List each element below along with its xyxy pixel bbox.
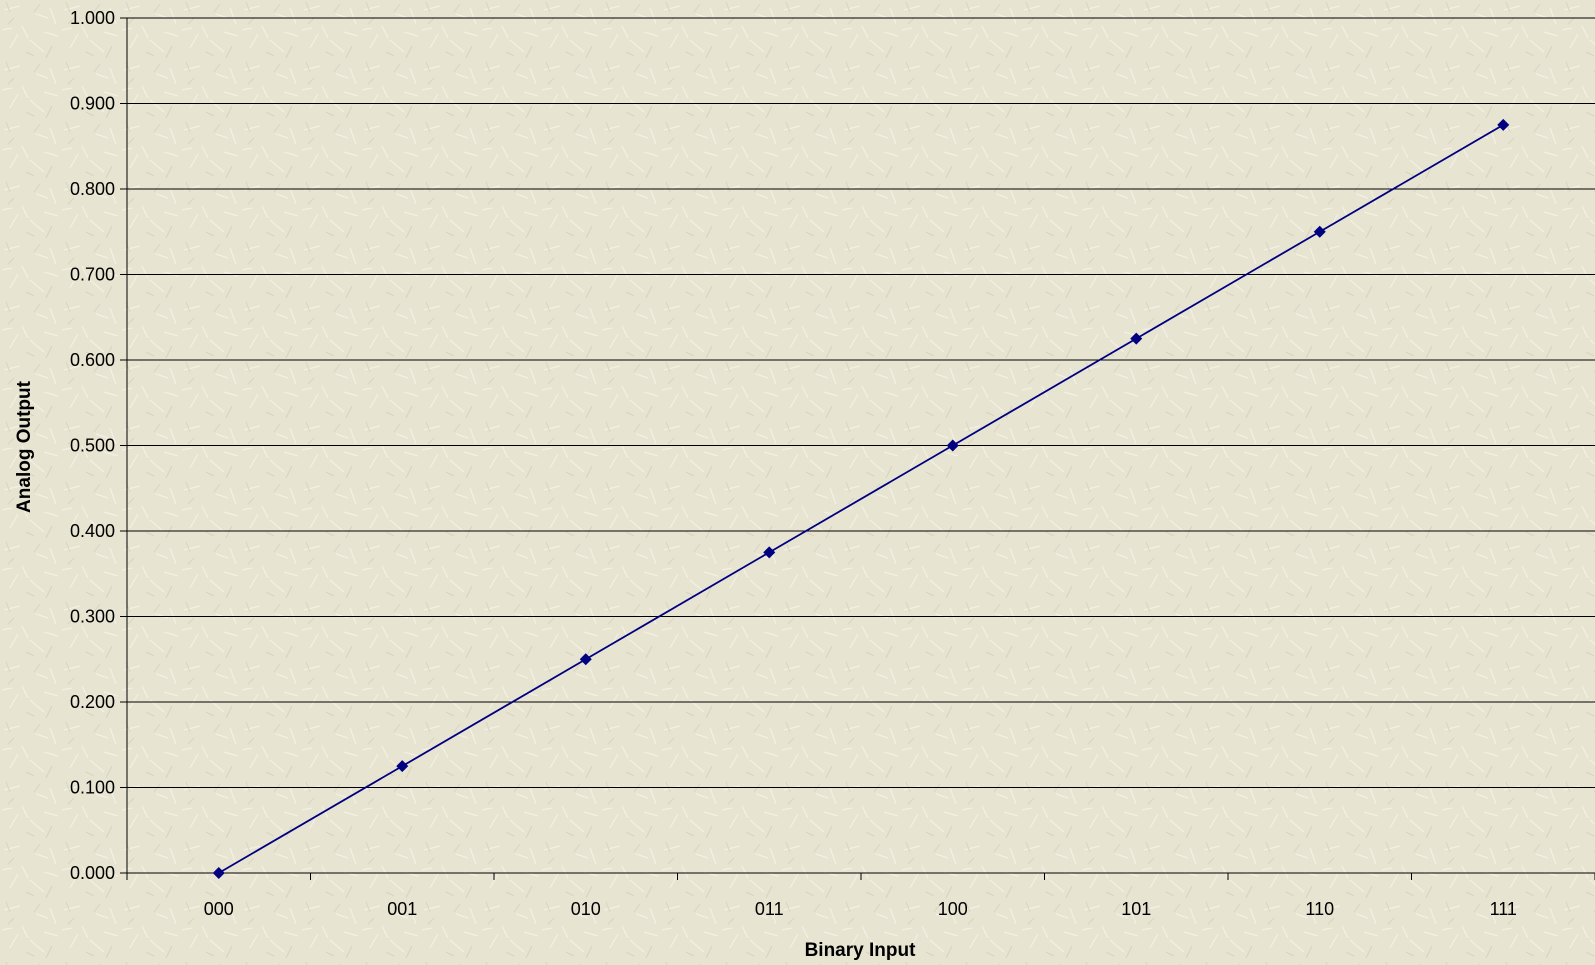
series-group <box>212 118 1510 879</box>
series-line <box>218 124 1504 874</box>
y-tick-label: 0.800 <box>70 179 115 199</box>
y-tick-label: 0.500 <box>70 436 115 456</box>
x-tick-label: 100 <box>938 899 968 919</box>
x-tick-label: 111 <box>1490 899 1517 919</box>
y-tick-label: 0.700 <box>70 265 115 285</box>
x-tick-label: 110 <box>1305 899 1334 919</box>
tick-labels: 0.000 0.100 0.200 0.300 0.400 0.500 0.600 0.700… <box>70 8 1517 919</box>
x-axis-title: Binary Input <box>805 940 917 961</box>
x-tick-label: 000 <box>204 899 234 919</box>
data-point-marker <box>1497 118 1510 131</box>
y-tick-label: 0.600 <box>70 350 115 370</box>
x-tick-label: 001 <box>387 899 417 919</box>
y-tick-label: 0.100 <box>70 778 115 798</box>
y-tick-label: 1.000 <box>70 8 115 28</box>
y-tick-label: 0.900 <box>70 94 115 114</box>
y-axis-title: Analog Output <box>14 380 35 513</box>
x-tick-label: 010 <box>571 899 601 919</box>
data-point-marker <box>579 653 592 666</box>
axes <box>120 17 1595 880</box>
data-point-marker <box>1130 332 1143 345</box>
x-tick-label: 101 <box>1121 899 1151 919</box>
data-point-marker <box>946 439 959 452</box>
y-tick-label: 0.200 <box>70 692 115 712</box>
y-tick-label: 0.300 <box>70 607 115 627</box>
y-tick-label: 0.000 <box>70 863 115 883</box>
data-point-marker <box>396 760 409 773</box>
data-point-marker <box>763 546 776 559</box>
data-point-marker <box>1313 225 1326 238</box>
data-point-marker <box>212 867 225 879</box>
y-tick-label: 0.400 <box>70 521 115 541</box>
x-tick-label: 011 <box>755 899 784 919</box>
gridlines <box>127 17 1595 788</box>
